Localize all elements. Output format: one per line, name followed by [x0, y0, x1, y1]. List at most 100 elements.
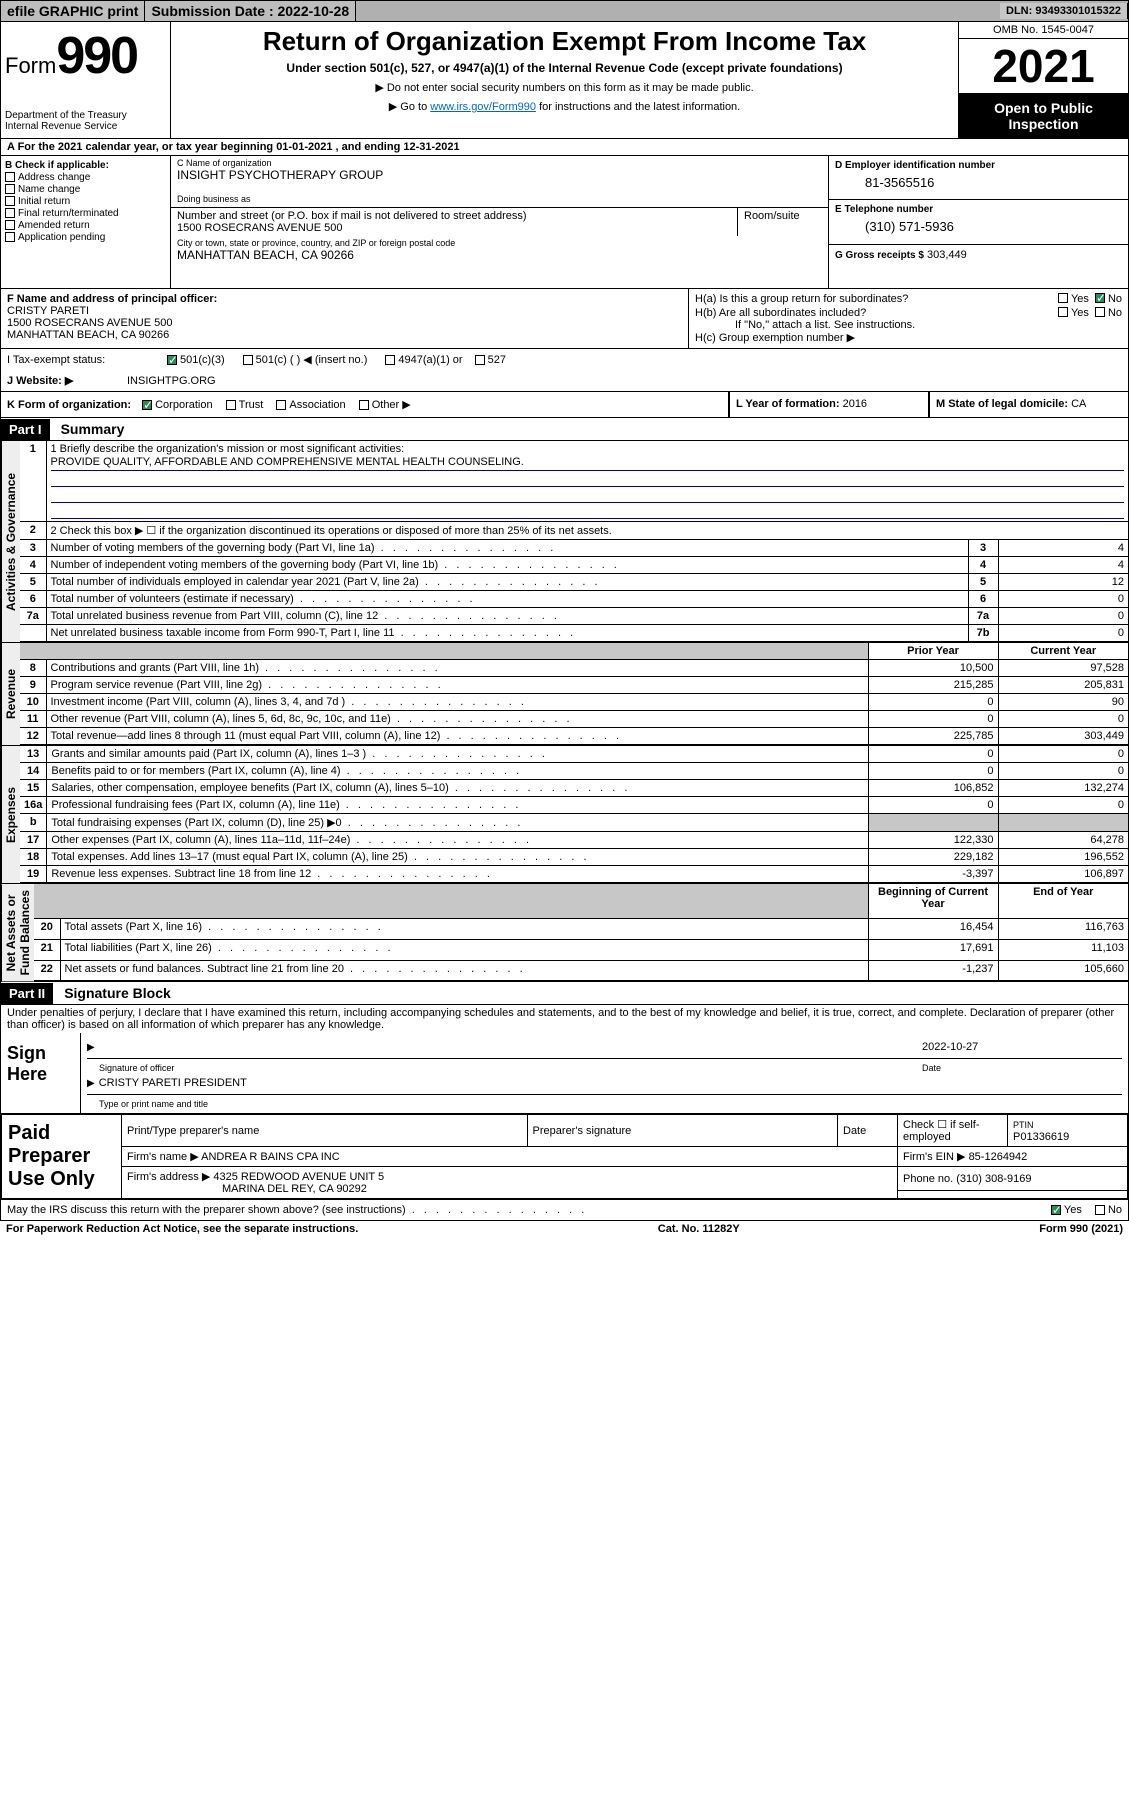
- side-label-net: Net Assets or Fund Balances: [1, 884, 34, 981]
- activities-governance-table: Activities & Governance 1 1 Briefly desc…: [0, 441, 1129, 643]
- instructions-link[interactable]: www.irs.gov/Form990: [430, 101, 536, 113]
- cb-application-pending[interactable]: Application pending: [5, 232, 166, 243]
- form-number: Form990: [5, 26, 166, 86]
- side-label-ag: Activities & Governance: [1, 441, 20, 642]
- net-assets-table: Net Assets or Fund Balances Beginning of…: [0, 884, 1129, 982]
- hb-yes-cb[interactable]: [1058, 307, 1068, 317]
- irs-discuss-row: May the IRS discuss this return with the…: [0, 1200, 1129, 1221]
- firm-ein: 85-1264942: [969, 1151, 1028, 1163]
- officer-name: CRISTY PARETI: [7, 305, 682, 317]
- discuss-no-cb[interactable]: [1095, 1205, 1105, 1215]
- cb-501c[interactable]: [243, 355, 253, 365]
- street-address: 1500 ROSECRANS AVENUE 500: [177, 222, 731, 234]
- gross-receipts-value: 303,449: [927, 249, 967, 261]
- preparer-date-header: Date: [838, 1115, 898, 1147]
- submission-date-button[interactable]: Submission Date : 2022-10-28: [145, 1, 356, 21]
- cb-501c3[interactable]: [167, 355, 177, 365]
- self-employed-check[interactable]: Check ☐ if self-employed: [898, 1115, 1008, 1147]
- part-ii-title: Signature Block: [56, 982, 179, 1004]
- paid-preparer-label: Paid Preparer Use Only: [2, 1115, 122, 1199]
- expenses-table: Expenses 13Grants and similar amounts pa…: [0, 746, 1129, 884]
- omb-number: OMB No. 1545-0047: [959, 22, 1128, 39]
- cb-other[interactable]: [359, 400, 369, 410]
- cb-initial-return[interactable]: Initial return: [5, 196, 166, 207]
- street-box: Number and street (or P.O. box if mail i…: [171, 208, 738, 236]
- room-suite-box: Room/suite: [738, 208, 828, 236]
- row-m-domicile: M State of legal domicile: CA: [929, 392, 1129, 418]
- sign-here-label: Sign Here: [1, 1033, 81, 1113]
- firm-phone: (310) 308-9169: [956, 1173, 1031, 1185]
- officer-addr1: 1500 ROSECRANS AVENUE 500: [7, 317, 682, 329]
- ptin-cell: PTINP01336619: [1008, 1115, 1128, 1147]
- dln-label: DLN: 93493301015322: [1000, 3, 1128, 19]
- part-i-header: Part I: [1, 419, 50, 440]
- org-name: INSIGHT PSYCHOTHERAPY GROUP: [177, 168, 822, 182]
- table-row: 6Total number of volunteers (estimate if…: [20, 591, 1128, 608]
- cat-no: Cat. No. 11282Y: [658, 1223, 740, 1235]
- state-domicile: CA: [1071, 398, 1086, 410]
- revenue-table: Revenue Prior YearCurrent Year 8Contribu…: [0, 643, 1129, 746]
- tax-year: 2021: [959, 39, 1128, 94]
- paid-preparer-block: Paid Preparer Use Only Print/Type prepar…: [0, 1114, 1129, 1200]
- check-b-header: B Check if applicable:: [5, 160, 166, 171]
- row-i-tax-status: I Tax-exempt status: 501(c)(3) 501(c) ( …: [0, 349, 1129, 370]
- perjury-declaration: Under penalties of perjury, I declare th…: [1, 1005, 1128, 1033]
- cb-amended-return[interactable]: Amended return: [5, 220, 166, 231]
- table-row: 8Contributions and grants (Part VIII, li…: [20, 660, 1128, 677]
- ha-no-cb[interactable]: [1095, 293, 1105, 303]
- instructions-note: ▶ Go to www.irs.gov/Form990 for instruct…: [177, 100, 952, 113]
- officer-signature-field[interactable]: [87, 1041, 922, 1058]
- table-row: 5Total number of individuals employed in…: [20, 574, 1128, 591]
- part-i-bar: Part I Summary: [0, 418, 1129, 441]
- row-klm: K Form of organization: Corporation Trus…: [0, 392, 1129, 418]
- signature-block: Under penalties of perjury, I declare th…: [0, 1005, 1129, 1114]
- col-b-checkboxes: B Check if applicable: Address change Na…: [1, 156, 171, 288]
- prior-year-header: Prior Year: [868, 643, 998, 660]
- header-center: Return of Organization Exempt From Incom…: [171, 22, 958, 138]
- cb-corporation[interactable]: [142, 400, 152, 410]
- table-row: bTotal fundraising expenses (Part IX, co…: [20, 814, 1128, 832]
- firm-addr1: 4325 REDWOOD AVENUE UNIT 5: [213, 1171, 384, 1183]
- cb-4947[interactable]: [385, 355, 395, 365]
- table-row: 12Total revenue—add lines 8 through 11 (…: [20, 728, 1128, 745]
- cb-address-change[interactable]: Address change: [5, 172, 166, 183]
- ein-box: D Employer identification number 81-3565…: [829, 156, 1128, 200]
- department-label: Department of the Treasury Internal Reve…: [5, 110, 166, 132]
- year-of-formation: 2016: [843, 398, 867, 410]
- side-label-revenue: Revenue: [1, 643, 20, 745]
- col-h-group: H(a) Is this a group return for subordin…: [688, 289, 1128, 348]
- hb-no-cb[interactable]: [1095, 307, 1105, 317]
- form-page: Form 990 (2021): [1039, 1223, 1123, 1235]
- current-year-header: Current Year: [998, 643, 1128, 660]
- ein-value: 81-3565516: [865, 175, 1122, 190]
- table-row: 3Number of voting members of the governi…: [20, 540, 1128, 557]
- ha-yes-cb[interactable]: [1058, 293, 1068, 303]
- cb-name-change[interactable]: Name change: [5, 184, 166, 195]
- hc-row: H(c) Group exemption number ▶: [695, 331, 1122, 344]
- cb-association[interactable]: [276, 400, 286, 410]
- cb-trust[interactable]: [226, 400, 236, 410]
- discuss-yes-cb[interactable]: [1051, 1205, 1061, 1215]
- table-row: 18Total expenses. Add lines 13–17 (must …: [20, 849, 1128, 866]
- firm-addr2: MARINA DEL REY, CA 90292: [222, 1183, 367, 1195]
- table-row: 10Investment income (Part VIII, column (…: [20, 694, 1128, 711]
- end-year-header: End of Year: [998, 884, 1128, 919]
- preparer-name-header: Print/Type preparer's name: [122, 1115, 528, 1147]
- table-row: 9Program service revenue (Part VIII, lin…: [20, 677, 1128, 694]
- mission-text: PROVIDE QUALITY, AFFORDABLE AND COMPREHE…: [51, 455, 1125, 471]
- begin-year-header: Beginning of Current Year: [868, 884, 998, 919]
- cb-final-return[interactable]: Final return/terminated: [5, 208, 166, 219]
- section-fh: F Name and address of principal officer:…: [0, 289, 1129, 349]
- officer-addr2: MANHATTAN BEACH, CA 90266: [7, 329, 682, 341]
- table-row: 7aTotal unrelated business revenue from …: [20, 608, 1128, 625]
- header-left: Form990 Department of the Treasury Inter…: [1, 22, 171, 138]
- efile-print-button[interactable]: efile GRAPHIC print: [1, 1, 145, 21]
- form-subtitle: Under section 501(c), 527, or 4947(a)(1)…: [177, 61, 952, 75]
- row-j-website: J Website: ▶ INSIGHTPG.ORG: [0, 370, 1129, 392]
- footer-row: For Paperwork Reduction Act Notice, see …: [0, 1221, 1129, 1237]
- table-row: 11Other revenue (Part VIII, column (A), …: [20, 711, 1128, 728]
- address-row: Number and street (or P.O. box if mail i…: [171, 208, 828, 236]
- row-l-year: L Year of formation: 2016: [729, 392, 929, 418]
- section-bcdeg: B Check if applicable: Address change Na…: [0, 156, 1129, 289]
- cb-527[interactable]: [475, 355, 485, 365]
